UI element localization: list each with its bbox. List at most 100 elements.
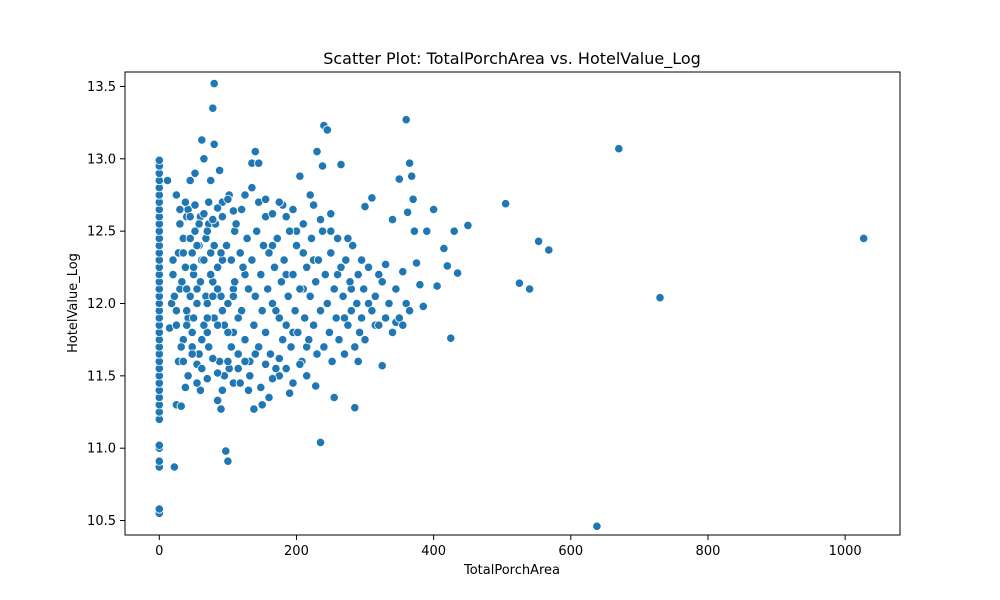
y-tick-label: 13.5 [87, 80, 116, 95]
scatter-point [442, 261, 452, 271]
scatter-point [398, 267, 408, 277]
scatter-point [353, 356, 363, 366]
scatter-point [183, 371, 193, 381]
scatter-point [394, 174, 404, 184]
scatter-point [187, 248, 197, 258]
scatter-point [192, 378, 202, 388]
scatter-point [162, 175, 173, 186]
scatter-point [243, 284, 254, 294]
x-tick-label: 1000 [829, 544, 862, 559]
scatter-point [247, 255, 257, 265]
scatter-point [230, 277, 240, 287]
scatter-point [171, 306, 181, 316]
scatter-point [180, 382, 190, 392]
scatter-point [233, 313, 243, 323]
scatter-point [332, 269, 343, 280]
scatter-point [428, 204, 439, 215]
scatter-point [859, 233, 869, 243]
scatter-point [353, 269, 363, 280]
x-tick-label: 800 [696, 544, 721, 559]
scatter-point [213, 203, 223, 213]
scatter-point [544, 245, 554, 255]
scatter-point [245, 371, 255, 381]
scatter-point [180, 262, 190, 272]
scatter-point [204, 197, 214, 207]
scatter-point [182, 320, 192, 330]
scatter-point [185, 233, 195, 243]
scatter-point [422, 226, 432, 236]
scatter-point [213, 395, 223, 405]
scatter-point [176, 342, 186, 352]
scatter-point [240, 190, 250, 200]
scatter-point [274, 353, 284, 364]
scatter-point [223, 456, 233, 466]
scatter-point [336, 160, 346, 170]
scatter-point [257, 400, 267, 410]
scatter-point [352, 298, 362, 309]
scatter-point [317, 161, 328, 171]
scatter-point [308, 200, 319, 210]
scatter-point [197, 335, 207, 345]
scatter-point [384, 298, 394, 309]
scatter-point [228, 206, 238, 216]
scatter-point [208, 215, 218, 225]
scatter-point [312, 147, 322, 157]
scatter-point [175, 204, 185, 215]
scatter-point [267, 209, 278, 219]
scatter-point [284, 388, 295, 398]
scatter-point [171, 320, 181, 330]
scatter-point [216, 404, 226, 414]
scatter-point [380, 313, 391, 323]
scatter-point [154, 155, 164, 165]
scatter-point [463, 220, 473, 230]
scatter-point [209, 79, 219, 89]
y-tick-label: 12.0 [87, 297, 116, 312]
scatter-point [267, 298, 278, 309]
scatter-point [233, 349, 243, 359]
scatter-point [276, 277, 286, 287]
scatter-point [345, 277, 355, 287]
scatter-point [327, 356, 337, 366]
scatter-point [281, 212, 291, 222]
scatter-point [192, 298, 202, 309]
scatter-point [452, 268, 463, 278]
y-axis-title: HotelValue_Log [66, 253, 81, 353]
scatter-point [439, 243, 449, 254]
scatter-point [208, 353, 218, 364]
scatter-point [169, 291, 179, 301]
scatter-point [533, 236, 544, 246]
scatter-point [264, 392, 274, 403]
scatter-point [326, 226, 336, 236]
scatter-point [206, 248, 216, 258]
scatter-point [226, 255, 236, 265]
scatter-point [215, 165, 225, 175]
scatter-point [317, 226, 328, 236]
scatter-point [213, 368, 223, 378]
scatter-point [288, 204, 298, 215]
scatter-point [281, 320, 291, 330]
scatter-point [249, 404, 259, 414]
scatter-point [302, 262, 312, 272]
scatter-point [168, 269, 178, 280]
scatter-point [250, 147, 260, 157]
scatter-point [380, 259, 391, 269]
scatter-point [334, 335, 344, 345]
scatter-point [197, 363, 207, 374]
scatter-point [190, 226, 200, 236]
scatter-point [257, 306, 267, 316]
scatter-point [326, 209, 336, 219]
scatter-point [228, 291, 238, 301]
scatter-point [514, 278, 525, 288]
scatter-point [367, 306, 377, 316]
scatter-point [185, 291, 195, 301]
scatter-point [216, 248, 226, 258]
scatter-point [367, 193, 377, 203]
scatter-point [411, 258, 422, 268]
scatter-point [319, 342, 329, 352]
scatter-point [356, 255, 367, 265]
scatter-point [217, 212, 227, 222]
scatter-point [202, 298, 212, 309]
scatter-point [284, 226, 295, 236]
scatter-point [197, 135, 207, 145]
scatter-point [269, 262, 280, 272]
